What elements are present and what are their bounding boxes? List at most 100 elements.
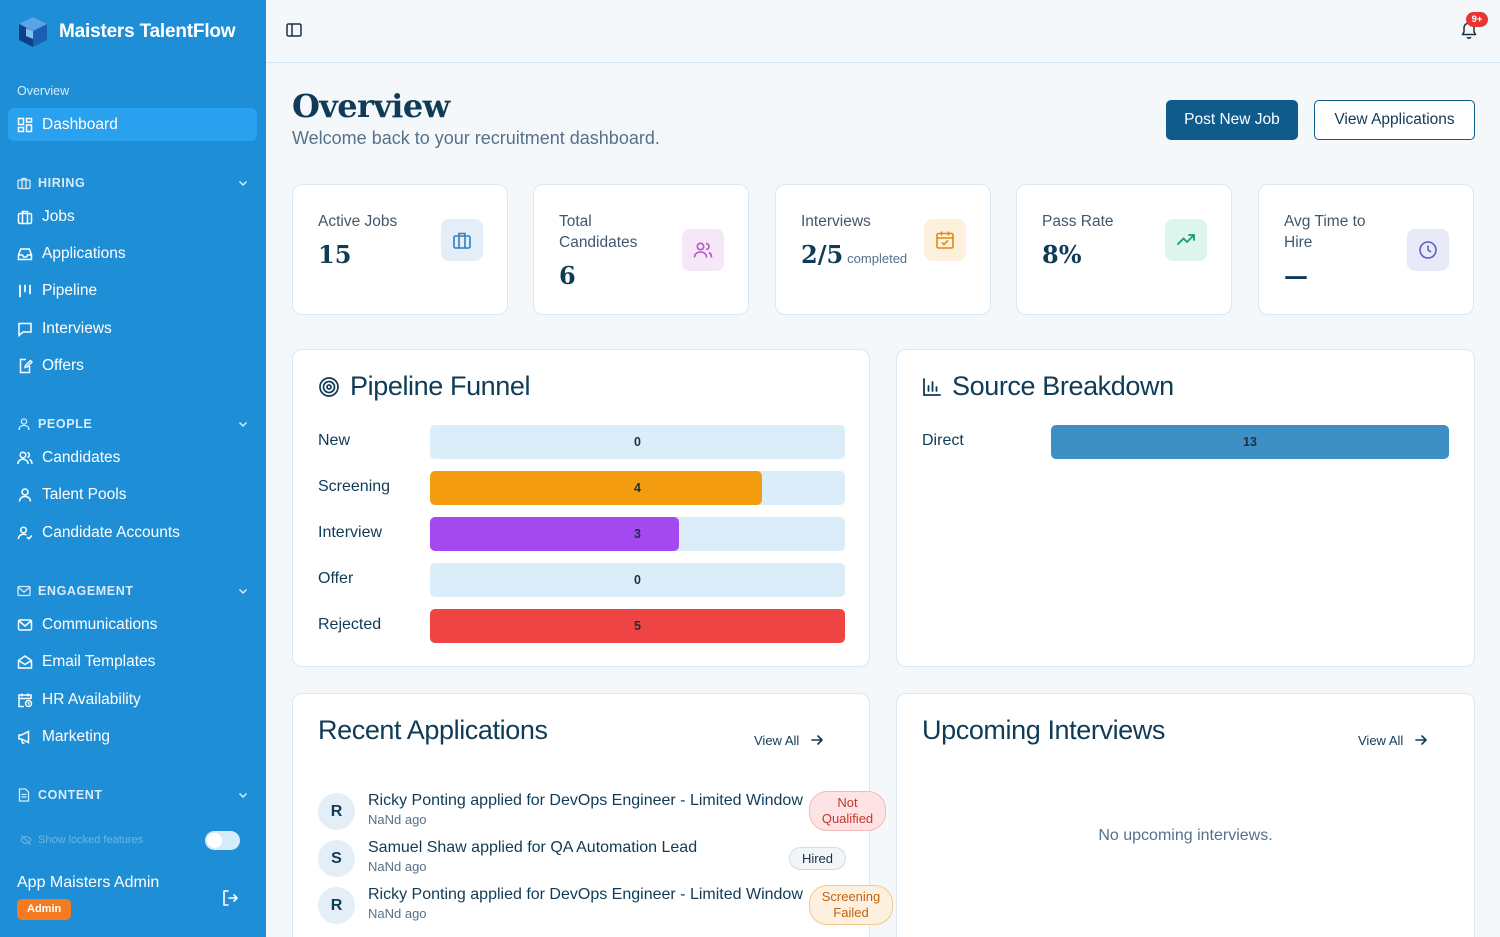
group-title: HIRING (38, 176, 86, 190)
sidebar-item-email-templates[interactable]: Email Templates (8, 645, 257, 678)
sidebar-item-talent-pools[interactable]: Talent Pools (8, 478, 257, 511)
calendar-clock-icon (17, 692, 33, 708)
stat-card-active-jobs: Active Jobs 15 (292, 184, 508, 315)
funnel-bar-value: 5 (634, 619, 641, 633)
page-title: Overview (292, 87, 450, 125)
sidebar-item-label: Dashboard (42, 115, 118, 133)
app-name: Maisters TalentFlow (59, 21, 236, 42)
sidebar-item-label: Candidate Accounts (42, 523, 180, 541)
sidebar-item-offers[interactable]: Offers (8, 349, 257, 382)
list-item[interactable]: R Ricky Ponting applied for DevOps Engine… (318, 885, 893, 926)
show-locked-toggle[interactable] (205, 830, 240, 850)
stat-label: Active Jobs (318, 213, 398, 230)
sidebar-item-label: Offers (42, 356, 84, 374)
sidebar-item-label: HR Availability (42, 690, 141, 708)
show-locked-label: Show locked features (38, 834, 144, 846)
panel-title: Pipeline Funnel (318, 371, 531, 402)
mail-icon (17, 617, 33, 633)
role-badge: Admin (17, 899, 72, 920)
funnel-bar-track: 0 (430, 425, 845, 459)
sidebar-item-communications[interactable]: Communications (8, 608, 257, 641)
message-square-icon (17, 321, 33, 337)
group-title: ENGAGEMENT (38, 584, 134, 598)
avatar: R (318, 887, 355, 924)
brand[interactable]: Maisters TalentFlow (16, 14, 236, 50)
funnel-bar-value: 0 (634, 573, 641, 587)
sidebar-item-jobs[interactable]: Jobs (8, 200, 257, 233)
application-time: NaNd ago (368, 906, 427, 921)
funnel-bar-value: 4 (634, 481, 641, 495)
stat-value: 8% (1042, 240, 1082, 269)
funnel-bar-track: 4 (430, 471, 845, 505)
logout-icon[interactable] (219, 887, 241, 909)
status-badge: Screening Failed (809, 885, 893, 925)
trending-up-icon (1165, 219, 1207, 261)
view-all-label: View All (754, 732, 800, 748)
kanban-icon (17, 283, 33, 299)
funnel-bar (430, 517, 679, 551)
megaphone-icon (17, 729, 33, 745)
empty-state-message: No upcoming interviews. (1098, 827, 1273, 844)
mail-icon (17, 584, 31, 598)
list-item[interactable]: S Samuel Shaw applied for QA Automation L… (318, 839, 888, 879)
application-time: NaNd ago (368, 812, 427, 827)
sidebar-item-marketing[interactable]: Marketing (8, 720, 257, 753)
stat-card-pass-rate: Pass Rate 8% (1016, 184, 1232, 315)
sidebar-item-hr-availability[interactable]: HR Availability (8, 683, 257, 716)
sidebar-item-applications[interactable]: Applications (8, 237, 257, 270)
stat-value: — (1284, 261, 1308, 290)
funnel-bar-value: 3 (634, 527, 641, 541)
toggle-knob (207, 832, 222, 848)
funnel-stage-label: New (318, 432, 351, 449)
group-people[interactable]: PEOPLE (17, 414, 249, 434)
upcoming-view-all-link[interactable]: View All (1358, 732, 1429, 748)
group-title: PEOPLE (38, 417, 93, 431)
stat-label: Pass Rate (1042, 213, 1114, 230)
group-hiring[interactable]: HIRING (17, 173, 249, 193)
bar-chart-icon (922, 377, 942, 397)
funnel-stage-label: Offer (318, 570, 354, 587)
sidebar-item-label: Marketing (42, 727, 111, 745)
post-new-job-button[interactable]: Post New Job (1166, 100, 1298, 140)
panel-title: Upcoming Interviews (922, 715, 1165, 745)
view-applications-button[interactable]: View Applications (1314, 100, 1475, 140)
sidebar-item-dashboard[interactable]: Dashboard (8, 108, 257, 141)
stat-label: Total Candidates (559, 213, 638, 251)
sidebar-item-candidate-accounts[interactable]: Candidate Accounts (8, 516, 257, 549)
sidebar: Maisters TalentFlow Overview Dashboard H… (0, 0, 266, 937)
sidebar-item-pipeline[interactable]: Pipeline (8, 274, 257, 307)
application-time: NaNd ago (368, 859, 427, 874)
sidebar-item-candidates[interactable]: Candidates (8, 441, 257, 474)
topbar: 9+ (266, 0, 1500, 63)
stat-suffix: completed (847, 251, 908, 266)
source-bar-value: 13 (1243, 435, 1257, 449)
source-label: Direct (922, 432, 964, 449)
group-title: CONTENT (38, 788, 103, 802)
panel-title: Source Breakdown (922, 371, 1174, 402)
chevron-down-icon (237, 789, 249, 801)
recent-view-all-link[interactable]: View All (754, 732, 825, 748)
sidebar-item-interviews[interactable]: Interviews (8, 312, 257, 345)
page-subtitle: Welcome back to your recruitment dashboa… (292, 128, 660, 148)
avatar: S (318, 840, 355, 877)
funnel-stage-label: Interview (318, 524, 383, 541)
source-bar-track: 13 (1051, 425, 1449, 459)
stat-value: 6 (559, 261, 576, 290)
group-engagement[interactable]: ENGAGEMENT (17, 581, 249, 601)
pipeline-title: Pipeline Funnel (350, 371, 531, 401)
panel-title: Recent Applications (318, 715, 548, 745)
sidebar-item-label: Applications (42, 244, 126, 262)
list-item[interactable]: R Ricky Ponting applied for DevOps Engine… (318, 791, 888, 832)
mail-open-icon (17, 654, 33, 670)
arrow-right-icon (809, 732, 825, 748)
application-text: Ricky Ponting applied for DevOps Enginee… (368, 886, 803, 903)
funnel-stage-label: Rejected (318, 616, 382, 633)
sidebar-item-label: Email Templates (42, 652, 156, 670)
group-content[interactable]: CONTENT (17, 785, 249, 805)
sidebar-toggle-icon[interactable] (285, 21, 305, 41)
briefcase-icon (17, 209, 33, 225)
source-bar (1051, 425, 1449, 459)
funnel-bar-track: 5 (430, 609, 845, 643)
arrow-right-icon (1413, 732, 1429, 748)
funnel-bar-value: 0 (634, 435, 641, 449)
